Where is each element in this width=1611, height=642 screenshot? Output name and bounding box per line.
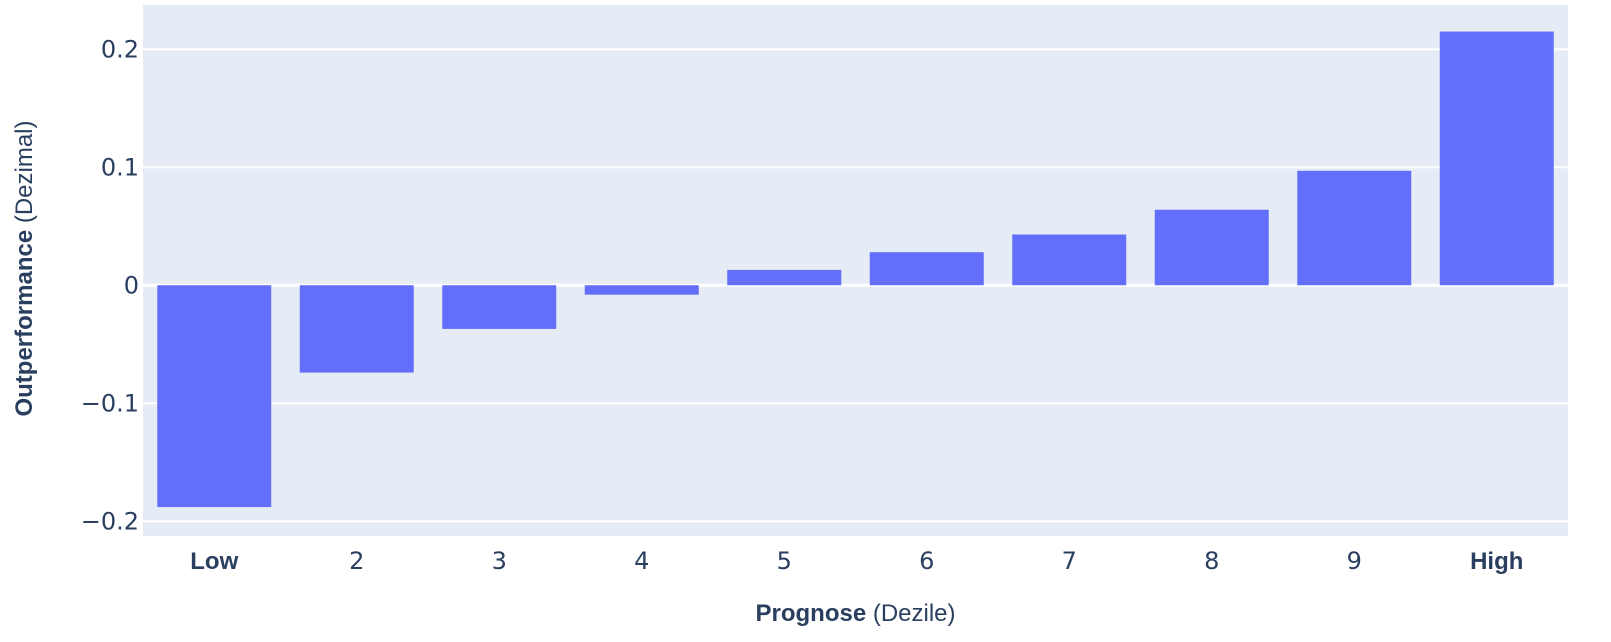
bar-6: [869, 252, 984, 286]
bar-7: [1012, 234, 1127, 286]
x-tick-label: 7: [1062, 547, 1077, 575]
y-tick-label: 0.1: [101, 153, 139, 181]
y-tick-label: 0.2: [101, 35, 139, 63]
x-tick-label: 6: [919, 547, 934, 575]
x-axis-title-normal: (Dezile): [866, 600, 955, 627]
bar-3: [442, 285, 557, 329]
y-axis-title: Outperformance (Dezimal): [11, 120, 38, 416]
x-tick-label: 4: [634, 547, 649, 575]
bar-9: [1297, 170, 1412, 286]
x-tick-label: 5: [777, 547, 792, 575]
x-tick-label: 3: [492, 547, 507, 575]
bar-high: [1439, 31, 1554, 286]
bars: [157, 31, 1554, 508]
y-tick-label: 0: [124, 271, 139, 299]
y-tick-label: −0.2: [81, 507, 139, 535]
x-axis-title: Prognose (Dezile): [755, 600, 955, 627]
x-tick-label: Low: [190, 548, 238, 575]
y-tick-labels: 0.2 0.1 0 −0.1 −0.2: [81, 35, 139, 535]
y-axis-title-bold: Outperformance: [11, 230, 38, 417]
y-axis-title-normal: (Dezimal): [11, 120, 38, 229]
x-tick-label: 8: [1204, 547, 1219, 575]
x-tick-labels: Low 2 3 4 5 6 7 8 9 High: [190, 547, 1523, 575]
bar-low: [157, 285, 272, 508]
y-tick-label: −0.1: [81, 389, 139, 417]
bar-2: [299, 285, 414, 373]
bar-8: [1154, 209, 1269, 286]
bar-5: [727, 269, 842, 286]
x-tick-label: 2: [349, 547, 364, 575]
x-axis-title-bold: Prognose: [755, 600, 866, 627]
x-tick-label: 9: [1347, 547, 1362, 575]
bar-4: [584, 285, 699, 295]
x-tick-label: High: [1470, 548, 1523, 575]
